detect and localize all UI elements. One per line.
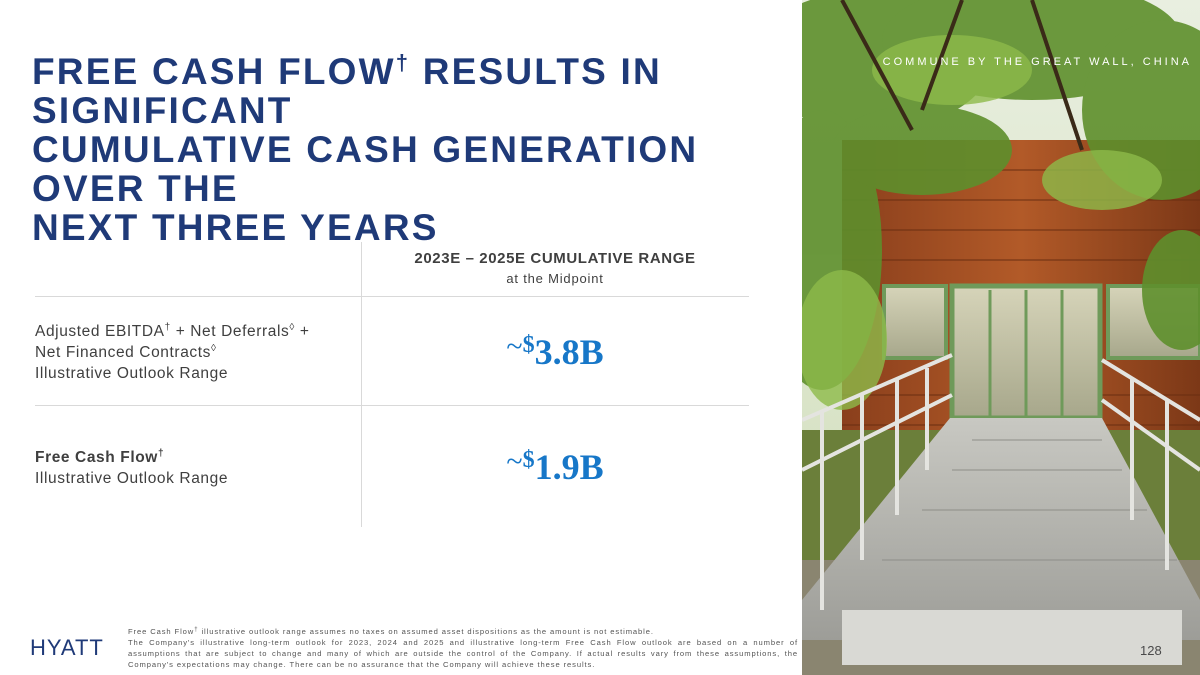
dagger-mark: † — [157, 448, 165, 459]
column-header-subtitle: at the Midpoint — [506, 271, 604, 286]
value-ebitda: ~$3.8B — [506, 330, 604, 372]
footnote: Free Cash Flow† illustrative outlook ran… — [128, 626, 798, 670]
column-header: 2023E – 2025E CUMULATIVE RANGE at the Mi… — [361, 250, 749, 286]
value-fcf: ~$1.9B — [506, 445, 604, 487]
title-line2: CUMULATIVE CASH GENERATION OVER THE — [32, 129, 699, 209]
title-line1-start: FREE CASH FLOW — [32, 51, 396, 92]
hotel-photo: COMMUNE BY THE GREAT WALL, CHINA — [802, 0, 1200, 675]
diamond-mark: ◊ — [289, 322, 295, 333]
bridge-photo-illustration — [802, 0, 1200, 675]
photo-caption: COMMUNE BY THE GREAT WALL, CHINA — [882, 56, 1192, 68]
hyatt-logo: HYATT — [30, 635, 104, 660]
row-rule — [35, 405, 749, 406]
row-label-fcf: Free Cash Flow† Illustrative Outlook Ran… — [35, 448, 229, 488]
column-header-title: 2023E – 2025E CUMULATIVE RANGE — [414, 250, 696, 267]
column-divider — [361, 242, 362, 527]
diamond-mark: ◊ — [211, 343, 217, 354]
footnote-line-1: Free Cash Flow† illustrative outlook ran… — [128, 627, 654, 636]
header-rule — [35, 296, 749, 297]
slide-title: FREE CASH FLOW† RESULTS IN SIGNIFICANT C… — [32, 50, 792, 248]
title-line1-end: RESULTS IN SIGNIFICANT — [32, 51, 662, 131]
title-line3: NEXT THREE YEARS — [32, 207, 439, 248]
page-number: 128 — [1140, 643, 1162, 658]
footnote-disclaimer: The Company's illustrative long-term out… — [128, 638, 798, 669]
dagger-mark: † — [395, 50, 411, 75]
row-label-ebitda: Adjusted EBITDA† + Net Deferrals◊ + Net … — [35, 322, 310, 383]
dagger-mark: † — [164, 322, 171, 333]
svg-text:HYATT: HYATT — [30, 635, 104, 660]
